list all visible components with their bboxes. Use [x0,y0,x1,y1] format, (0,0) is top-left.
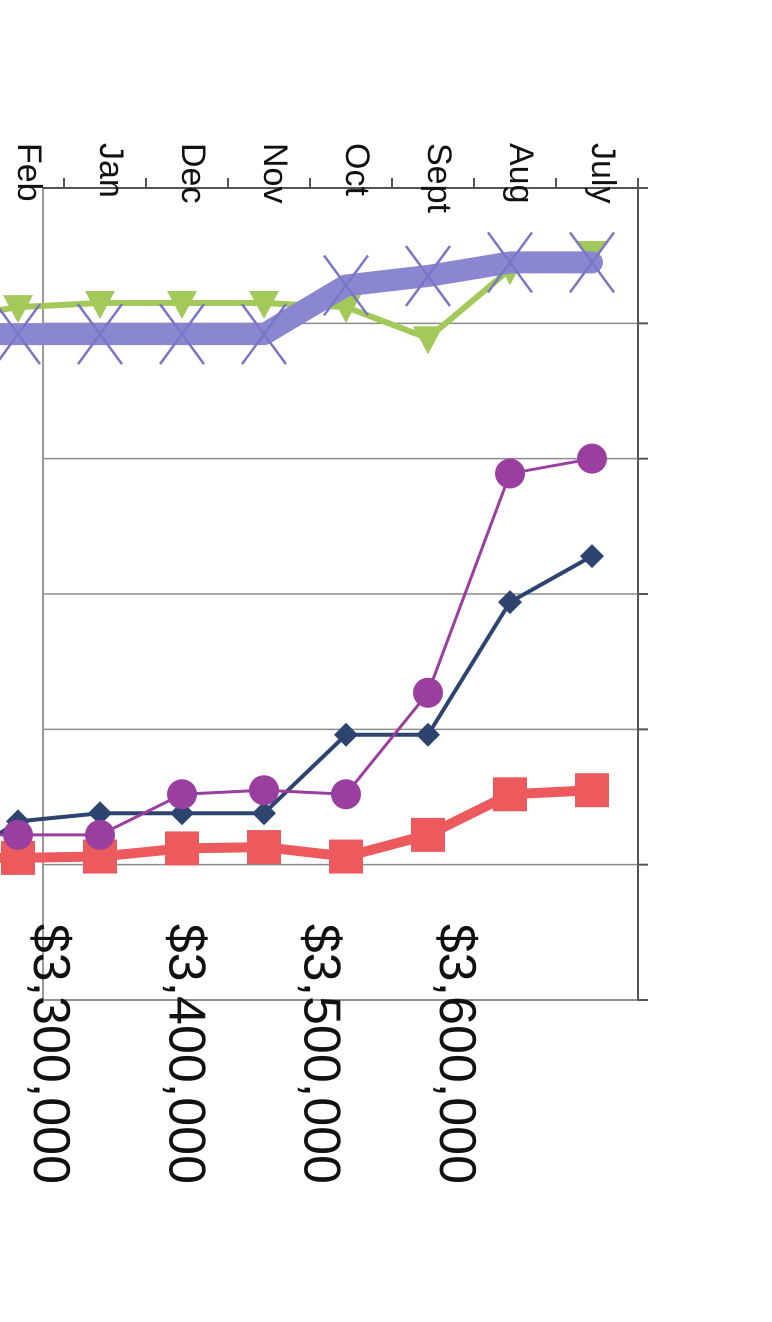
series-point [85,819,115,850]
series-point [577,443,607,474]
y-tick-label: $3,400,000 [157,924,215,1184]
series-point [167,291,197,320]
series-point [329,839,363,874]
series-point [498,590,522,615]
x-tick-label: July [584,143,622,203]
series-point [88,801,112,826]
axes [43,187,648,1001]
series-point [575,773,609,808]
series-point [580,544,604,569]
x-axis-ticks [63,178,639,188]
x-tick-label: Oct [338,143,376,196]
series-point [85,291,115,320]
series-point [411,817,445,852]
series-point [167,779,197,810]
series-point [404,245,452,307]
y-tick-label: $3,600,000 [428,924,486,1184]
series-line [0,457,594,837]
y-tick-label: $3,300,000 [22,924,80,1184]
series-point [0,303,42,365]
x-tick-label: Sept [420,143,458,213]
x-tick-label: Jan [92,143,130,198]
x-tick-label: Dec [174,143,212,203]
series-layer [0,231,616,875]
x-tick-label: Nov [256,143,294,203]
series-point [568,231,616,294]
series-x [0,231,616,365]
series-point [158,303,206,365]
series-point [486,231,534,294]
series-point [493,777,527,812]
series-circle [0,443,607,850]
x-axis-tick-labels: JulyAugSeptOctNovDecJanFebMarAprilMayJun… [10,143,622,213]
series-point [76,303,124,365]
series-point [416,722,440,747]
y-tick-label: $3,500,000 [293,924,351,1184]
series-point [240,303,288,365]
series-point [3,819,33,850]
x-tick-label: Aug [502,143,540,204]
x-tick-label: Feb [10,143,48,202]
series-point [249,775,279,806]
y-axis-tick-labels: $3,000,000$3,100,000$3,200,000$3,300,000… [22,924,486,1184]
series-point [334,722,358,747]
series-point [165,831,199,866]
series-point [495,458,525,489]
series-point [247,830,281,865]
series-point [322,254,370,317]
series-point [413,677,443,708]
series-point [252,801,276,826]
series-point [413,326,443,355]
series-square [0,773,609,875]
series-point [331,779,361,810]
series-point [3,295,33,324]
series-point [249,291,279,320]
